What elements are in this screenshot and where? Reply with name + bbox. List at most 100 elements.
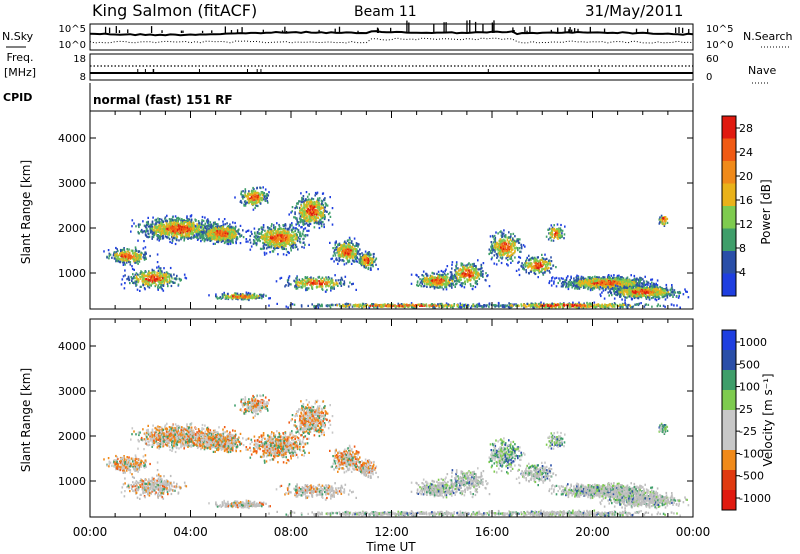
power-cell <box>264 238 266 240</box>
power-cell <box>231 240 233 242</box>
power-cell <box>294 207 296 209</box>
power-cell <box>352 259 354 261</box>
power-cell <box>222 240 224 242</box>
power-cell <box>317 217 319 219</box>
power-cell <box>218 233 220 235</box>
power-cell <box>229 229 231 231</box>
power-cell <box>153 236 155 238</box>
power-cell <box>335 254 337 256</box>
power-cell <box>177 217 179 219</box>
power-cell <box>183 239 185 241</box>
power-cell <box>179 227 181 229</box>
power-cell <box>304 217 306 219</box>
power-cell <box>171 230 173 232</box>
power-cell <box>195 219 197 221</box>
power-cell <box>143 247 145 249</box>
power-cell <box>188 235 190 237</box>
power-cell <box>273 247 275 249</box>
power-cell <box>157 253 159 255</box>
power-cell <box>205 235 207 237</box>
power-cell <box>187 234 189 236</box>
nave-tick-top: 60 <box>706 54 719 65</box>
power-cell <box>255 235 257 237</box>
power-cell <box>247 193 249 195</box>
power-cell <box>140 286 142 288</box>
power-cell <box>323 223 325 225</box>
power-cell <box>245 188 247 190</box>
power-cell <box>273 232 275 234</box>
power-cell <box>231 236 233 238</box>
power-cell <box>301 199 303 201</box>
power-cell <box>370 267 372 269</box>
power-cell <box>257 231 259 233</box>
power-cell <box>250 242 252 244</box>
power-cell <box>301 197 303 199</box>
power-cell <box>167 233 169 235</box>
power-cell <box>251 231 253 233</box>
power-cell <box>126 253 128 255</box>
power-cell <box>244 192 246 194</box>
power-cell <box>344 254 346 256</box>
power-cell <box>291 235 293 237</box>
power-cell <box>349 239 351 241</box>
power-cell <box>161 228 163 230</box>
power-cell <box>180 232 182 234</box>
power-cell <box>152 223 154 225</box>
power-cell <box>169 238 171 240</box>
power-cell <box>167 225 169 227</box>
power-cell <box>299 218 301 220</box>
power-cell <box>132 252 134 254</box>
power-cell <box>360 259 362 261</box>
power-cell <box>184 222 186 224</box>
power-cell <box>262 186 264 188</box>
power-cell <box>318 212 320 214</box>
power-cell <box>309 209 311 211</box>
power-cell <box>361 252 363 254</box>
nsearch-series <box>90 38 693 43</box>
power-cell <box>231 226 233 228</box>
power-cell <box>197 239 199 241</box>
power-cell <box>169 225 171 227</box>
power-cell <box>232 229 234 231</box>
power-cell <box>349 250 351 252</box>
power-cell <box>306 230 308 232</box>
power-cell <box>372 258 374 260</box>
power-cell <box>288 228 290 230</box>
power-cell <box>320 222 322 224</box>
power-cell <box>186 219 188 221</box>
power-cell <box>108 257 110 259</box>
power-cell <box>304 244 306 246</box>
power-cell <box>336 252 338 254</box>
power-cell <box>131 265 133 267</box>
power-cell <box>213 243 215 245</box>
power-cell <box>215 223 217 225</box>
power-cell <box>120 261 122 263</box>
power-cell <box>299 231 301 233</box>
power-cell <box>138 224 140 226</box>
power-cell <box>324 218 326 220</box>
power-cell <box>318 202 320 204</box>
power-cell <box>163 282 165 284</box>
power-cell <box>254 194 256 196</box>
power-cell <box>301 205 303 207</box>
power-cell <box>212 227 214 229</box>
power-cell <box>348 259 350 261</box>
power-cell <box>124 264 126 266</box>
power-cell <box>213 233 215 235</box>
power-cell <box>243 205 245 207</box>
power-cell <box>313 198 315 200</box>
power-cell <box>259 233 261 235</box>
power-cell <box>162 235 164 237</box>
power-cell <box>124 287 126 289</box>
power-cell <box>203 220 205 222</box>
power-cell <box>267 245 269 247</box>
power-cell <box>363 265 365 267</box>
power-cell <box>216 230 218 232</box>
power-cell <box>181 234 183 236</box>
power-cell <box>373 253 375 255</box>
power-cell <box>355 260 357 262</box>
nsky-label: N.Sky <box>2 30 34 43</box>
power-cell <box>264 235 266 237</box>
radar-summary-plot: King Salmon (fitACF) Beam 11 31/May/2011… <box>0 0 800 554</box>
power-cell <box>278 246 280 248</box>
